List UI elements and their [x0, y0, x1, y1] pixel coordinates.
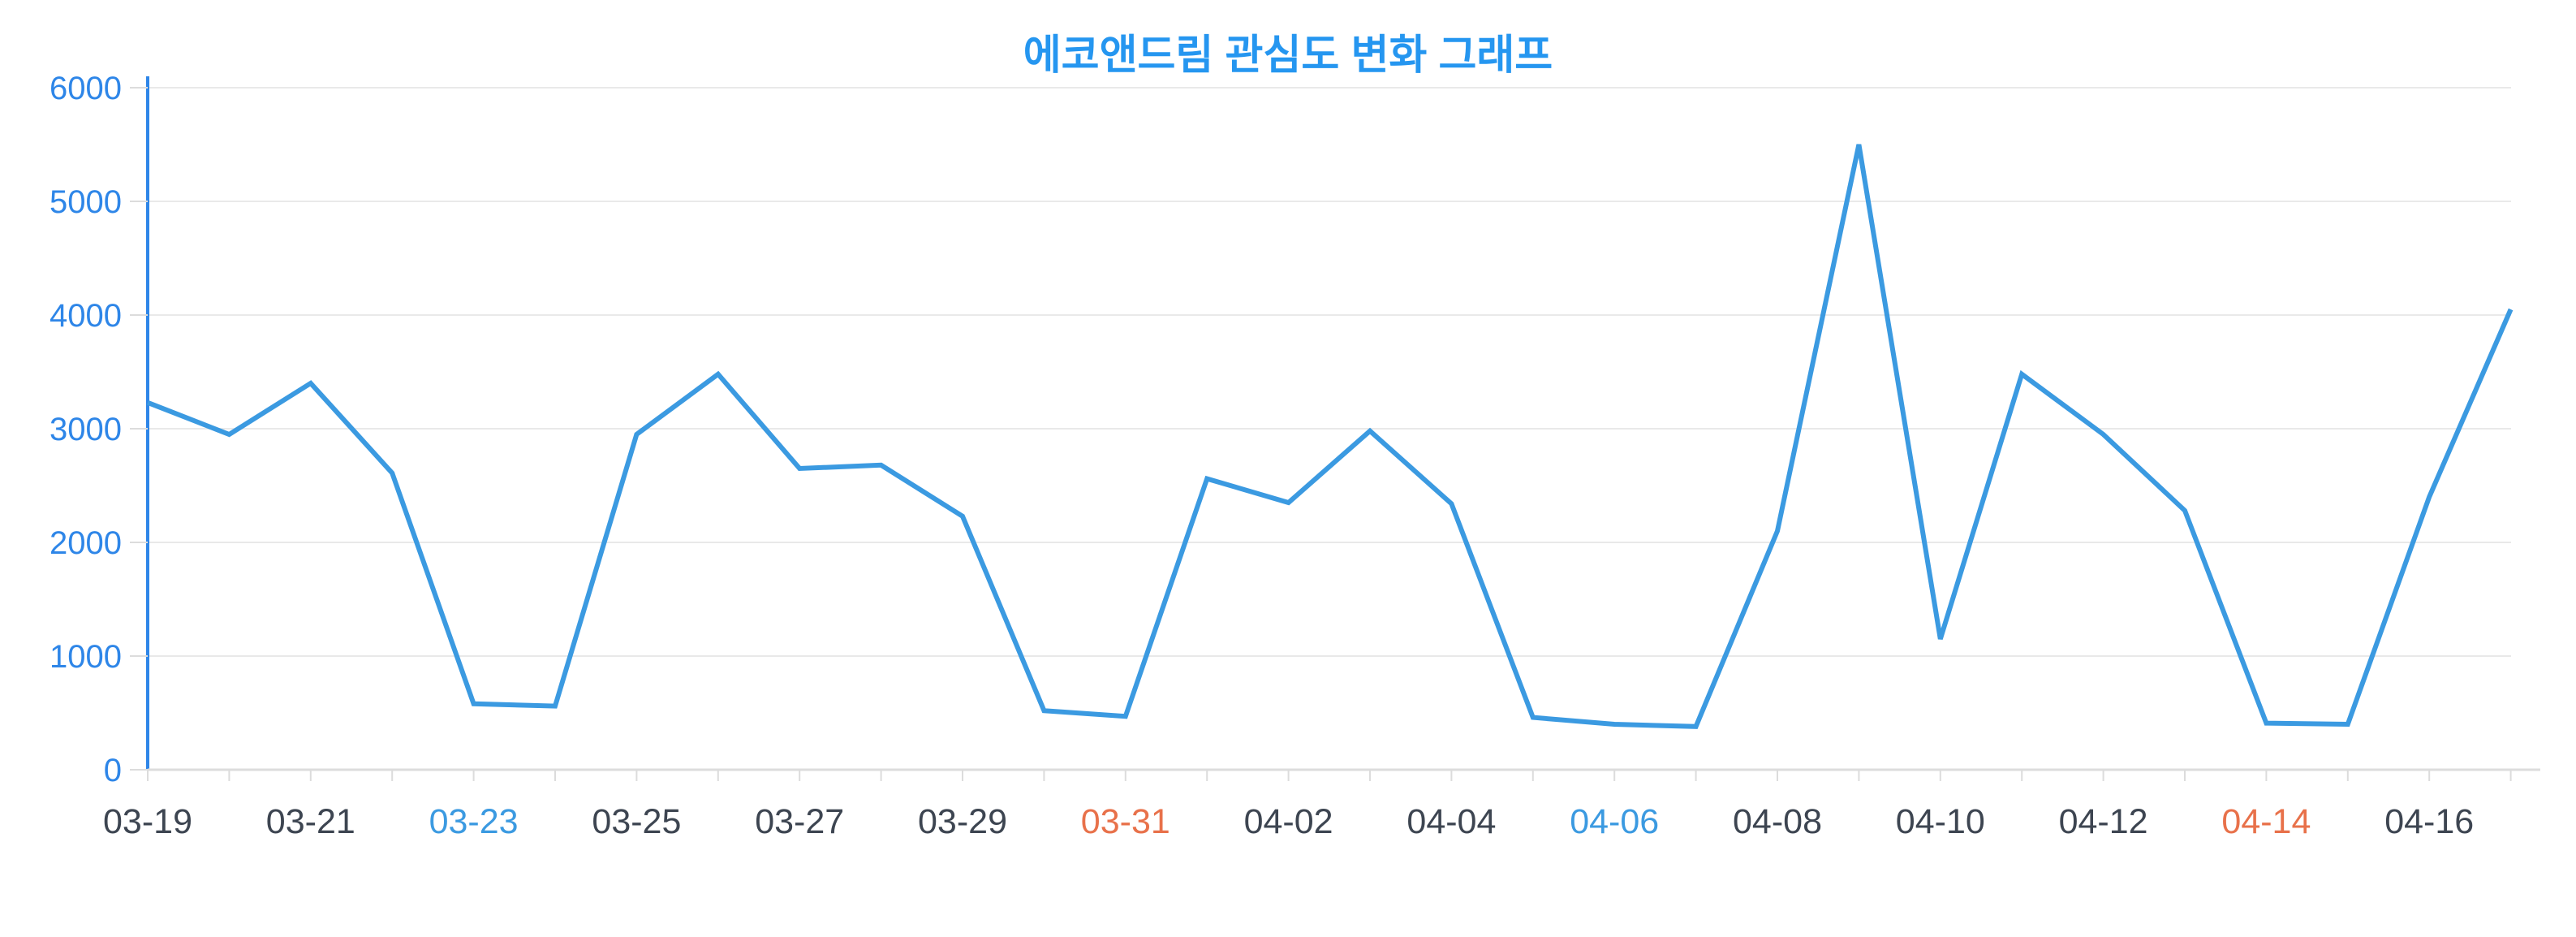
svg-text:04-04: 04-04 [1406, 802, 1496, 841]
svg-text:03-31: 03-31 [1081, 802, 1170, 841]
svg-text:1000: 1000 [50, 639, 122, 675]
svg-text:03-27: 03-27 [755, 802, 844, 841]
svg-text:2000: 2000 [50, 525, 122, 561]
svg-text:04-10: 04-10 [1896, 802, 1985, 841]
svg-text:03-21: 03-21 [266, 802, 355, 841]
svg-text:04-08: 04-08 [1733, 802, 1822, 841]
svg-text:03-19: 03-19 [103, 802, 192, 841]
svg-text:03-25: 03-25 [592, 802, 681, 841]
svg-text:5000: 5000 [50, 184, 122, 220]
svg-text:04-02: 04-02 [1244, 802, 1333, 841]
svg-text:04-12: 04-12 [2059, 802, 2148, 841]
svg-text:0: 0 [104, 753, 122, 788]
svg-text:04-16: 04-16 [2384, 802, 2474, 841]
svg-text:04-06: 04-06 [1570, 802, 1659, 841]
svg-text:03-23: 03-23 [429, 802, 519, 841]
svg-text:04-14: 04-14 [2221, 802, 2311, 841]
svg-text:3000: 3000 [50, 412, 122, 447]
svg-text:03-29: 03-29 [918, 802, 1007, 841]
svg-text:4000: 4000 [50, 298, 122, 334]
